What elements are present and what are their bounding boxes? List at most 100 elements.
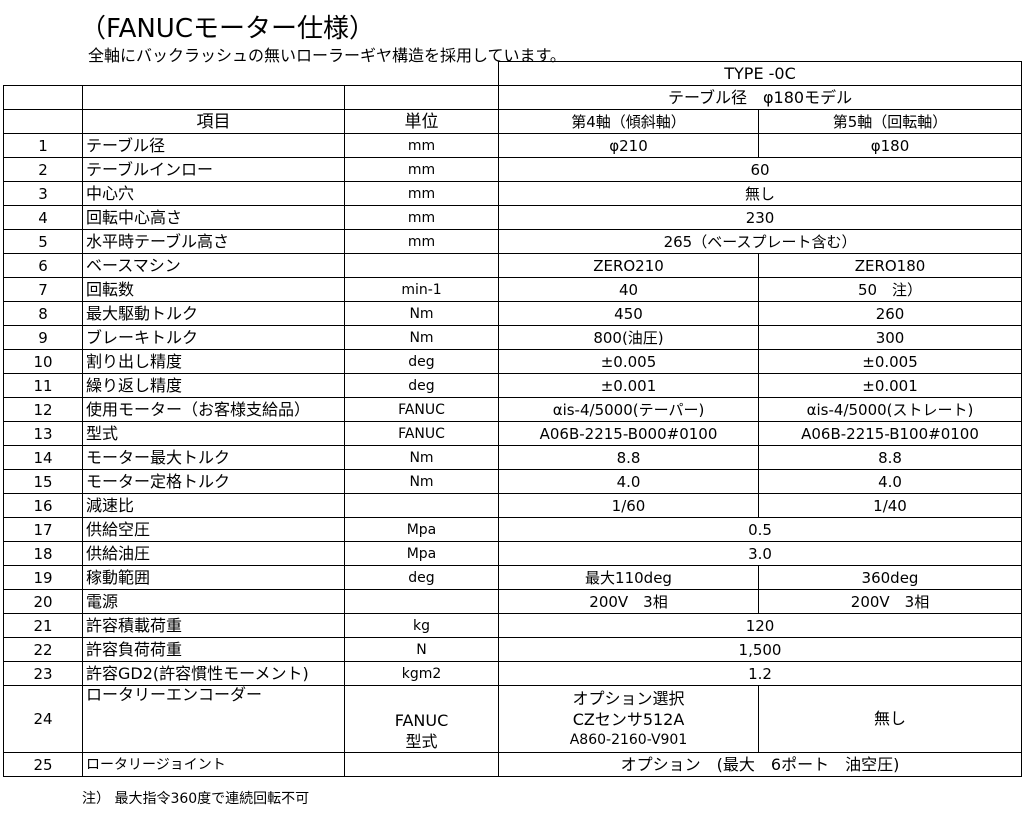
unit-header: 単位 bbox=[344, 109, 499, 134]
cell: φ210 bbox=[498, 133, 759, 158]
cell: 22 bbox=[3, 637, 83, 662]
table-row: 19 稼動範囲 deg 最大110deg 360deg bbox=[3, 565, 1023, 590]
cell: 200V 3相 bbox=[757, 589, 1023, 614]
cell: A06B-2215-B100#0100 bbox=[757, 421, 1023, 446]
cell: mm bbox=[344, 181, 499, 206]
cell: ZERO180 bbox=[757, 253, 1023, 278]
table-row: 13 型式 FANUC A06B-2215-B000#0100 A06B-2215-B1… bbox=[3, 421, 1023, 446]
cell: 割り出し精度 bbox=[82, 349, 345, 374]
cell: A860-2160-V901 bbox=[569, 731, 688, 748]
cell: deg bbox=[344, 373, 499, 398]
spec-table: TYPE -0C テーブル径 φ180モデル 項目 単位 第4軸（傾斜軸） 第5軸（回… bbox=[3, 61, 1023, 777]
cell: N bbox=[344, 637, 499, 662]
cell: ±0.005 bbox=[498, 349, 759, 374]
cell: 8.8 bbox=[498, 445, 759, 470]
cell: Nm bbox=[344, 445, 499, 470]
cell: 供給空圧 bbox=[82, 517, 345, 542]
table-row: 15 モーター定格トルク Nm 4.0 4.0 bbox=[3, 469, 1023, 494]
cell: 25 bbox=[3, 752, 83, 777]
cell: ブレーキトルク bbox=[82, 325, 345, 350]
page-title: （FANUCモーター仕様） bbox=[80, 14, 375, 44]
cell: 450 bbox=[498, 301, 759, 326]
cell: FANUC bbox=[344, 421, 499, 446]
cell: 0.5 bbox=[497, 517, 1023, 542]
table-row: 11 繰り返し精度 deg ±0.001 ±0.001 bbox=[3, 373, 1023, 398]
cell: Nm bbox=[344, 469, 499, 494]
cell: A06B-2215-B000#0100 bbox=[498, 421, 759, 446]
type-row: TYPE -0C bbox=[4, 61, 1023, 86]
cell: 最大110deg bbox=[498, 565, 759, 590]
model-row: テーブル径 φ180モデル bbox=[3, 85, 1023, 110]
cell: Mpa bbox=[344, 517, 499, 542]
item-header: 項目 bbox=[82, 109, 345, 134]
cell: Mpa bbox=[344, 541, 499, 566]
cell: ベースマシン bbox=[82, 253, 345, 278]
cell: 水平時テーブル高さ bbox=[82, 229, 345, 254]
cell: 15 bbox=[3, 469, 83, 494]
cell: kgm2 bbox=[344, 661, 499, 686]
table-row: 20 電源 200V 3相 200V 3相 bbox=[3, 589, 1023, 614]
cell: mm bbox=[344, 157, 499, 182]
cell: 9 bbox=[3, 325, 83, 350]
cell: ロータリーエンコーダー bbox=[82, 685, 345, 753]
cell: 800(油圧) bbox=[498, 325, 759, 350]
cell: オプション選択 bbox=[572, 688, 685, 708]
cell: 4.0 bbox=[498, 469, 759, 494]
type-label: TYPE -0C bbox=[497, 61, 1023, 86]
cell: CZセンサ512A bbox=[572, 709, 685, 729]
cell: 360deg bbox=[757, 565, 1023, 590]
cell: 4.0 bbox=[757, 469, 1023, 494]
cell: 1,500 bbox=[497, 637, 1023, 662]
cell bbox=[344, 493, 499, 518]
cell: 3 bbox=[3, 181, 83, 206]
cell: 2 bbox=[3, 157, 83, 182]
cell: 11 bbox=[3, 373, 83, 398]
column-header-row: 項目 単位 第4軸（傾斜軸） 第5軸（回転軸） bbox=[3, 109, 1023, 134]
cell: 電源 bbox=[82, 589, 345, 614]
cell: 20 bbox=[3, 589, 83, 614]
cell: 最大駆動トルク bbox=[82, 301, 345, 326]
cell: 24 bbox=[3, 685, 83, 753]
cell: min-1 bbox=[344, 277, 499, 302]
cell: deg bbox=[344, 565, 499, 590]
cell: 繰り返し精度 bbox=[82, 373, 345, 398]
cell: 無し bbox=[757, 685, 1023, 753]
cell: 使用モーター（お客様支給品） bbox=[82, 397, 345, 422]
cell: ±0.001 bbox=[757, 373, 1023, 398]
cell: オプション (最大 6ポート 油空圧) bbox=[497, 752, 1023, 777]
cell: 回転数 bbox=[82, 277, 345, 302]
footnote: 注） 最大指令360度で連続回転不可 bbox=[82, 791, 310, 807]
cell: 60 bbox=[497, 157, 1023, 182]
table-row: 9 ブレーキトルク Nm 800(油圧) 300 bbox=[3, 325, 1023, 350]
table-row: 12 使用モーター（お客様支給品） FANUC αis-4/5000(テーパー) αis… bbox=[3, 397, 1023, 422]
cell: 1/40 bbox=[757, 493, 1023, 518]
cell: 5 bbox=[3, 229, 83, 254]
axis5-header: 第5軸（回転軸） bbox=[757, 109, 1023, 134]
cell: mm bbox=[344, 205, 499, 230]
cell: 許容積載荷重 bbox=[82, 613, 345, 638]
cell: 200V 3相 bbox=[498, 589, 759, 614]
cell: 23 bbox=[3, 661, 83, 686]
cell: 1 bbox=[3, 133, 83, 158]
cell: 19 bbox=[3, 565, 83, 590]
cell: 18 bbox=[3, 541, 83, 566]
cell bbox=[344, 589, 499, 614]
cell: ロータリージョイント bbox=[82, 752, 345, 777]
table-row: 7 回転数 min-1 40 50 注） bbox=[3, 277, 1023, 302]
cell: 13 bbox=[3, 421, 83, 446]
cell: 稼動範囲 bbox=[82, 565, 345, 590]
cell: 無し bbox=[497, 181, 1023, 206]
cell: 40 bbox=[498, 277, 759, 302]
table-row: 16 減速比 1/60 1/40 bbox=[3, 493, 1023, 518]
table-row: 24 ロータリーエンコーダー FANUC 型式 オプション選択 CZセンサ512A A… bbox=[3, 685, 1023, 753]
cell: モーター最大トルク bbox=[82, 445, 345, 470]
table-row: 18 供給油圧 Mpa 3.0 bbox=[3, 541, 1023, 566]
cell: 型式 bbox=[405, 732, 438, 751]
table-row: 3 中心穴 mm 無し bbox=[3, 181, 1023, 206]
cell: 10 bbox=[3, 349, 83, 374]
table-row: 14 モーター最大トルク Nm 8.8 8.8 bbox=[3, 445, 1023, 470]
cell: 4 bbox=[3, 205, 83, 230]
table-row: 4 回転中心高さ mm 230 bbox=[3, 205, 1023, 230]
page-subtitle: 全軸にバックラッシュの無いローラーギヤ構造を採用しています。 bbox=[88, 46, 566, 65]
cell: deg bbox=[344, 349, 499, 374]
